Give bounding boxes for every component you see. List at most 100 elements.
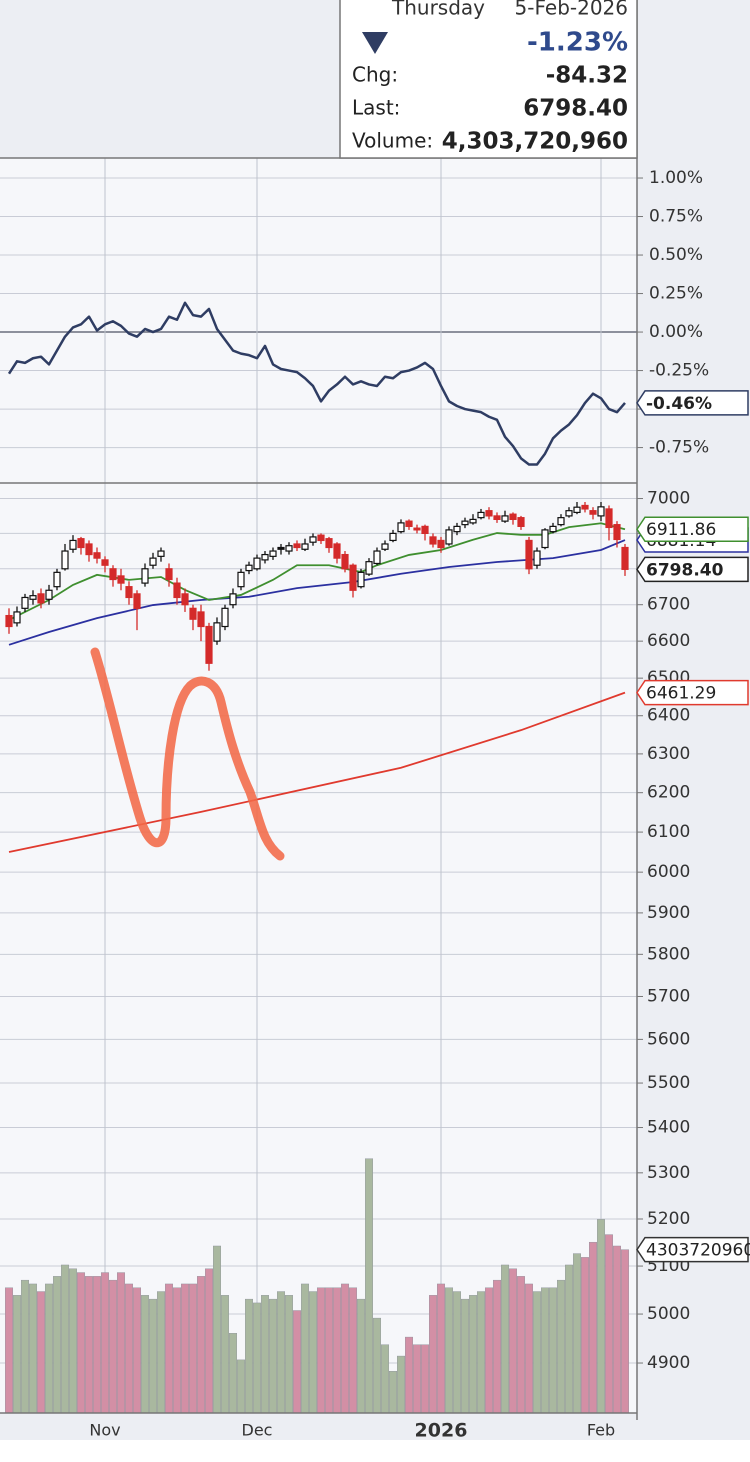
volume-bar bbox=[53, 1276, 62, 1414]
relative-line bbox=[7, 301, 626, 466]
candle-body bbox=[205, 625, 213, 664]
volume-bar bbox=[244, 1298, 253, 1414]
candle-body bbox=[325, 538, 333, 549]
volume-bar bbox=[277, 1291, 286, 1414]
last-value: 6798.40 bbox=[523, 96, 628, 122]
close-last-label-box bbox=[636, 556, 749, 583]
moving-average-line bbox=[8, 539, 626, 646]
candle-body bbox=[261, 553, 269, 561]
volume-bar bbox=[124, 1283, 133, 1414]
candle-body bbox=[389, 532, 397, 542]
candle-body bbox=[133, 593, 141, 609]
ma-last-label-box bbox=[636, 679, 749, 706]
y-tick-label: 5700 bbox=[647, 986, 690, 1006]
ma-last-label: 6911.86 bbox=[646, 520, 716, 540]
y-tick-label: 4900 bbox=[647, 1353, 690, 1373]
ma-last-label: 6461.29 bbox=[646, 684, 716, 704]
header-box bbox=[339, 0, 638, 159]
volume-bar bbox=[301, 1283, 310, 1414]
volume-bar bbox=[389, 1371, 398, 1414]
candle-body bbox=[21, 596, 29, 609]
volume-bar bbox=[156, 1291, 165, 1414]
volume-bar bbox=[405, 1336, 414, 1414]
candle-body bbox=[461, 520, 469, 526]
y-tick-label: 5400 bbox=[647, 1118, 690, 1138]
candle-body bbox=[29, 595, 37, 600]
y-tick-label: 5300 bbox=[647, 1163, 690, 1183]
volume-bar bbox=[164, 1283, 173, 1414]
volume-bar bbox=[76, 1272, 85, 1414]
candle-body bbox=[173, 582, 181, 599]
volume-value: 4,303,720,960 bbox=[442, 129, 628, 155]
candle-body bbox=[469, 518, 477, 524]
candle-body bbox=[45, 589, 53, 600]
volume-bar bbox=[61, 1264, 70, 1414]
volume-bar bbox=[196, 1276, 205, 1414]
labels: 1.00%0.75%0.50%0.25%0.00%-0.25%-0.50%-0.… bbox=[89, 168, 750, 1441]
volume-bar bbox=[293, 1310, 302, 1414]
volume-bar bbox=[437, 1283, 446, 1414]
volume-bar bbox=[477, 1291, 486, 1414]
y-tick-label: 6200 bbox=[647, 783, 690, 803]
volume-bar bbox=[37, 1291, 46, 1414]
candle-body bbox=[549, 525, 557, 533]
y-tick-label: 6600 bbox=[647, 631, 690, 651]
volume-bar bbox=[605, 1234, 614, 1414]
candle-body bbox=[413, 527, 421, 531]
y-tick-label: 0.25% bbox=[649, 284, 703, 304]
candle-body bbox=[77, 538, 85, 549]
candle-body bbox=[493, 515, 501, 520]
volume-bar bbox=[421, 1344, 430, 1414]
volume-bar bbox=[172, 1287, 181, 1414]
candle-body bbox=[485, 510, 493, 517]
candle-body bbox=[357, 571, 365, 588]
candle-body bbox=[37, 593, 45, 604]
x-tick-label: Feb bbox=[587, 1421, 615, 1440]
candle-body bbox=[101, 559, 109, 566]
candle-body bbox=[533, 550, 541, 566]
candle-body bbox=[13, 611, 21, 624]
volume-bar bbox=[140, 1295, 149, 1414]
y-tick-label: 5900 bbox=[647, 903, 690, 923]
candle-body bbox=[197, 611, 205, 628]
volume-bar bbox=[84, 1276, 93, 1414]
last-value-label: -0.46% bbox=[646, 394, 712, 414]
volume-bar bbox=[349, 1287, 358, 1414]
y-tick-label: 0.00% bbox=[649, 322, 703, 342]
volume-bar bbox=[381, 1344, 390, 1414]
volume-bar bbox=[252, 1302, 261, 1414]
quote-header: Thursday 5-Feb-2026 -1.23% Chg: -84.32 L… bbox=[339, 0, 638, 159]
volume-bar bbox=[557, 1279, 566, 1414]
candle-body bbox=[285, 545, 293, 552]
y-tick-label: 5200 bbox=[647, 1209, 690, 1229]
candle-body bbox=[349, 564, 357, 591]
volume-last-label: 4303720960 bbox=[646, 1241, 750, 1261]
volume-bar bbox=[269, 1298, 278, 1414]
marks bbox=[4, 301, 630, 1414]
volume-bar bbox=[493, 1279, 502, 1414]
y-tick-label: 7000 bbox=[647, 489, 690, 509]
y-tick-label: -0.75% bbox=[649, 438, 709, 458]
volume-bar bbox=[92, 1276, 101, 1414]
candle-body bbox=[237, 571, 245, 588]
candle-body bbox=[581, 504, 589, 510]
volume-bar bbox=[597, 1219, 606, 1414]
y-tick-label: 0.75% bbox=[649, 207, 703, 227]
y-tick-label: 6400 bbox=[647, 706, 690, 726]
volume-bar bbox=[549, 1287, 558, 1414]
volume-bar bbox=[188, 1283, 197, 1414]
volume-bar bbox=[45, 1283, 54, 1414]
y-tick-label: 6100 bbox=[647, 822, 690, 842]
volume-bar bbox=[317, 1287, 326, 1414]
volume-bar bbox=[261, 1295, 270, 1414]
candle-body bbox=[181, 593, 189, 606]
volume-bar bbox=[220, 1295, 229, 1414]
volume-bar bbox=[621, 1249, 630, 1414]
volume-bar bbox=[325, 1287, 334, 1414]
volume-bar bbox=[517, 1276, 526, 1414]
candle-body bbox=[317, 534, 325, 542]
candle-body bbox=[117, 575, 125, 584]
candle-body bbox=[269, 550, 277, 557]
ma-last-label-box bbox=[636, 516, 749, 542]
